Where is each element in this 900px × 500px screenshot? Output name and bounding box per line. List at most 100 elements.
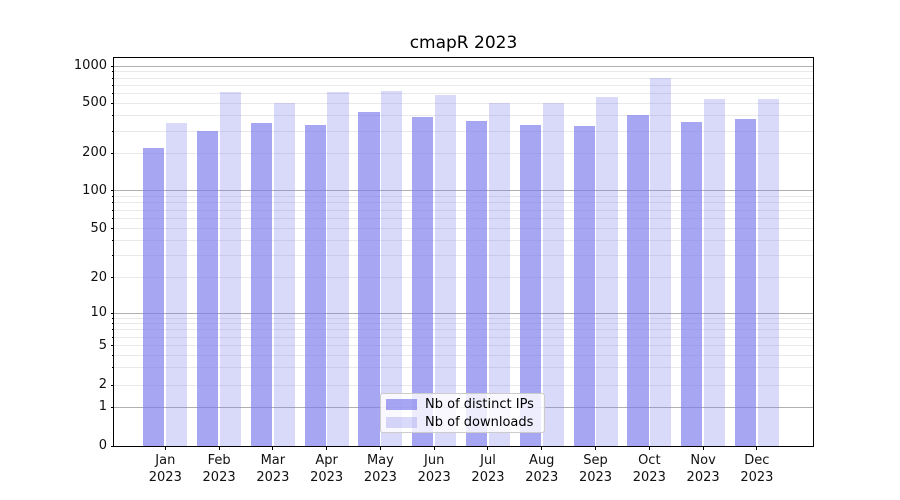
x-tick-feb (218, 446, 220, 450)
y-tick-label-50: 50 (90, 220, 107, 236)
y-tick-label-1: 1 (98, 399, 107, 415)
gridline-20 (114, 277, 813, 278)
chart-title: cmapR 2023 (409, 33, 518, 53)
y-tick-label-0: 0 (98, 438, 107, 453)
legend-label-downloads: Nb of downloads (425, 414, 534, 430)
gridline-minor-400 (114, 114, 813, 116)
y-minor-tick-800 (112, 77, 114, 79)
x-tick-label-nov: Nov 2023 (686, 453, 720, 485)
bar-distinct-ips-aug (519, 125, 541, 446)
x-tick-aug (541, 446, 543, 450)
y-minor-tick-9 (112, 317, 114, 319)
bar-downloads-oct (650, 78, 672, 446)
y-tick-10 (110, 312, 114, 314)
gridline-10 (114, 312, 813, 314)
y-tick-label-5: 5 (98, 337, 107, 353)
x-tick-jan (164, 446, 166, 450)
x-tick-label-jan: Jan 2023 (148, 453, 182, 485)
legend-label-distinct-ips: Nb of distinct IPs (425, 396, 534, 412)
x-tick-label-apr: Apr 2023 (310, 453, 344, 485)
gridline-minor-600 (114, 92, 813, 94)
y-tick-500 (110, 102, 114, 104)
gridline-50 (114, 228, 813, 229)
bar-downloads-aug (542, 103, 564, 446)
gridline-minor-9 (114, 317, 813, 319)
y-tick-100 (110, 190, 114, 192)
bar-distinct-ips-nov (681, 121, 703, 446)
legend-swatch-distinct-ips (386, 398, 417, 410)
bar-distinct-ips-jun (412, 116, 434, 446)
x-tick-label-aug: Aug 2023 (525, 453, 559, 485)
legend: Nb of distinct IPs Nb of downloads (380, 393, 545, 433)
bar-distinct-ips-jan (143, 148, 165, 446)
y-tick-20 (110, 277, 114, 278)
gridline-minor-3 (114, 367, 813, 369)
x-tick-label-dec: Dec 2023 (740, 453, 774, 485)
bar-downloads-feb (219, 92, 242, 446)
bar-downloads-mar (273, 103, 295, 446)
y-minor-tick-70 (112, 209, 114, 211)
gridline-minor-80 (114, 202, 813, 204)
legend-swatch-downloads (386, 416, 417, 428)
legend-item-downloads: Nb of downloads (386, 413, 544, 431)
gridline-minor-8 (114, 323, 813, 325)
gridline-500 (114, 102, 813, 104)
y-minor-tick-400 (112, 114, 114, 116)
gridline-minor-7 (114, 329, 813, 331)
x-tick-label-may: May 2023 (363, 453, 397, 485)
bar-downloads-sep (596, 96, 618, 446)
gridline-100 (114, 190, 813, 192)
gridline-minor-6 (114, 336, 813, 338)
y-tick-label-100: 100 (82, 182, 107, 198)
x-tick-nov (702, 446, 704, 450)
x-tick-label-mar: Mar 2023 (256, 453, 290, 485)
bar-distinct-ips-oct (627, 115, 649, 446)
y-minor-tick-6 (112, 336, 114, 338)
y-tick-label-20: 20 (90, 269, 107, 285)
legend-item-distinct-ips: Nb of distinct IPs (386, 395, 544, 413)
bar-distinct-ips-may (358, 112, 380, 446)
x-tick-label-sep: Sep 2023 (578, 453, 613, 485)
bar-distinct-ips-apr (304, 125, 326, 446)
y-tick-2 (110, 384, 114, 386)
y-tick-label-10: 10 (90, 305, 107, 321)
y-tick-label-200: 200 (82, 145, 107, 161)
y-minor-tick-90 (112, 195, 114, 197)
y-tick-1 (110, 406, 114, 408)
gridline-minor-30 (114, 255, 813, 257)
y-tick-label-500: 500 (82, 95, 107, 111)
x-tick-dec (756, 446, 758, 450)
y-minor-tick-40 (112, 239, 114, 241)
x-tick-sep (595, 446, 597, 450)
x-tick-apr (326, 446, 328, 450)
y-tick-200 (110, 152, 114, 154)
y-tick-label-1000: 1000 (73, 58, 107, 73)
y-minor-tick-4 (112, 354, 114, 356)
x-tick-label-feb: Feb 2023 (202, 453, 236, 485)
bar-downloads-jun (435, 94, 457, 446)
bar-distinct-ips-jul (465, 121, 488, 446)
gridline-minor-60 (114, 218, 813, 220)
bar-distinct-ips-feb (197, 131, 219, 446)
bar-downloads-jul (488, 102, 510, 446)
bar-downloads-may (381, 90, 403, 446)
bar-downloads-dec (757, 98, 779, 446)
y-minor-tick-3 (112, 367, 114, 369)
x-tick-label-oct: Oct 2023 (632, 453, 666, 485)
bar-distinct-ips-mar (250, 122, 273, 446)
y-tick-5 (110, 345, 114, 346)
y-minor-tick-900 (112, 71, 114, 73)
x-tick-label-jul: Jul 2023 (471, 453, 505, 485)
y-minor-tick-8 (112, 323, 114, 325)
gridline-minor-300 (114, 130, 813, 132)
y-minor-tick-80 (112, 202, 114, 204)
x-tick-jul (487, 446, 489, 450)
gridline-minor-40 (114, 239, 813, 241)
y-minor-tick-600 (112, 92, 114, 94)
gridline-minor-900 (114, 71, 813, 73)
gridline-200 (114, 152, 813, 154)
bar-distinct-ips-sep (573, 125, 595, 446)
bar-downloads-nov (703, 98, 726, 446)
y-minor-tick-700 (112, 84, 114, 86)
